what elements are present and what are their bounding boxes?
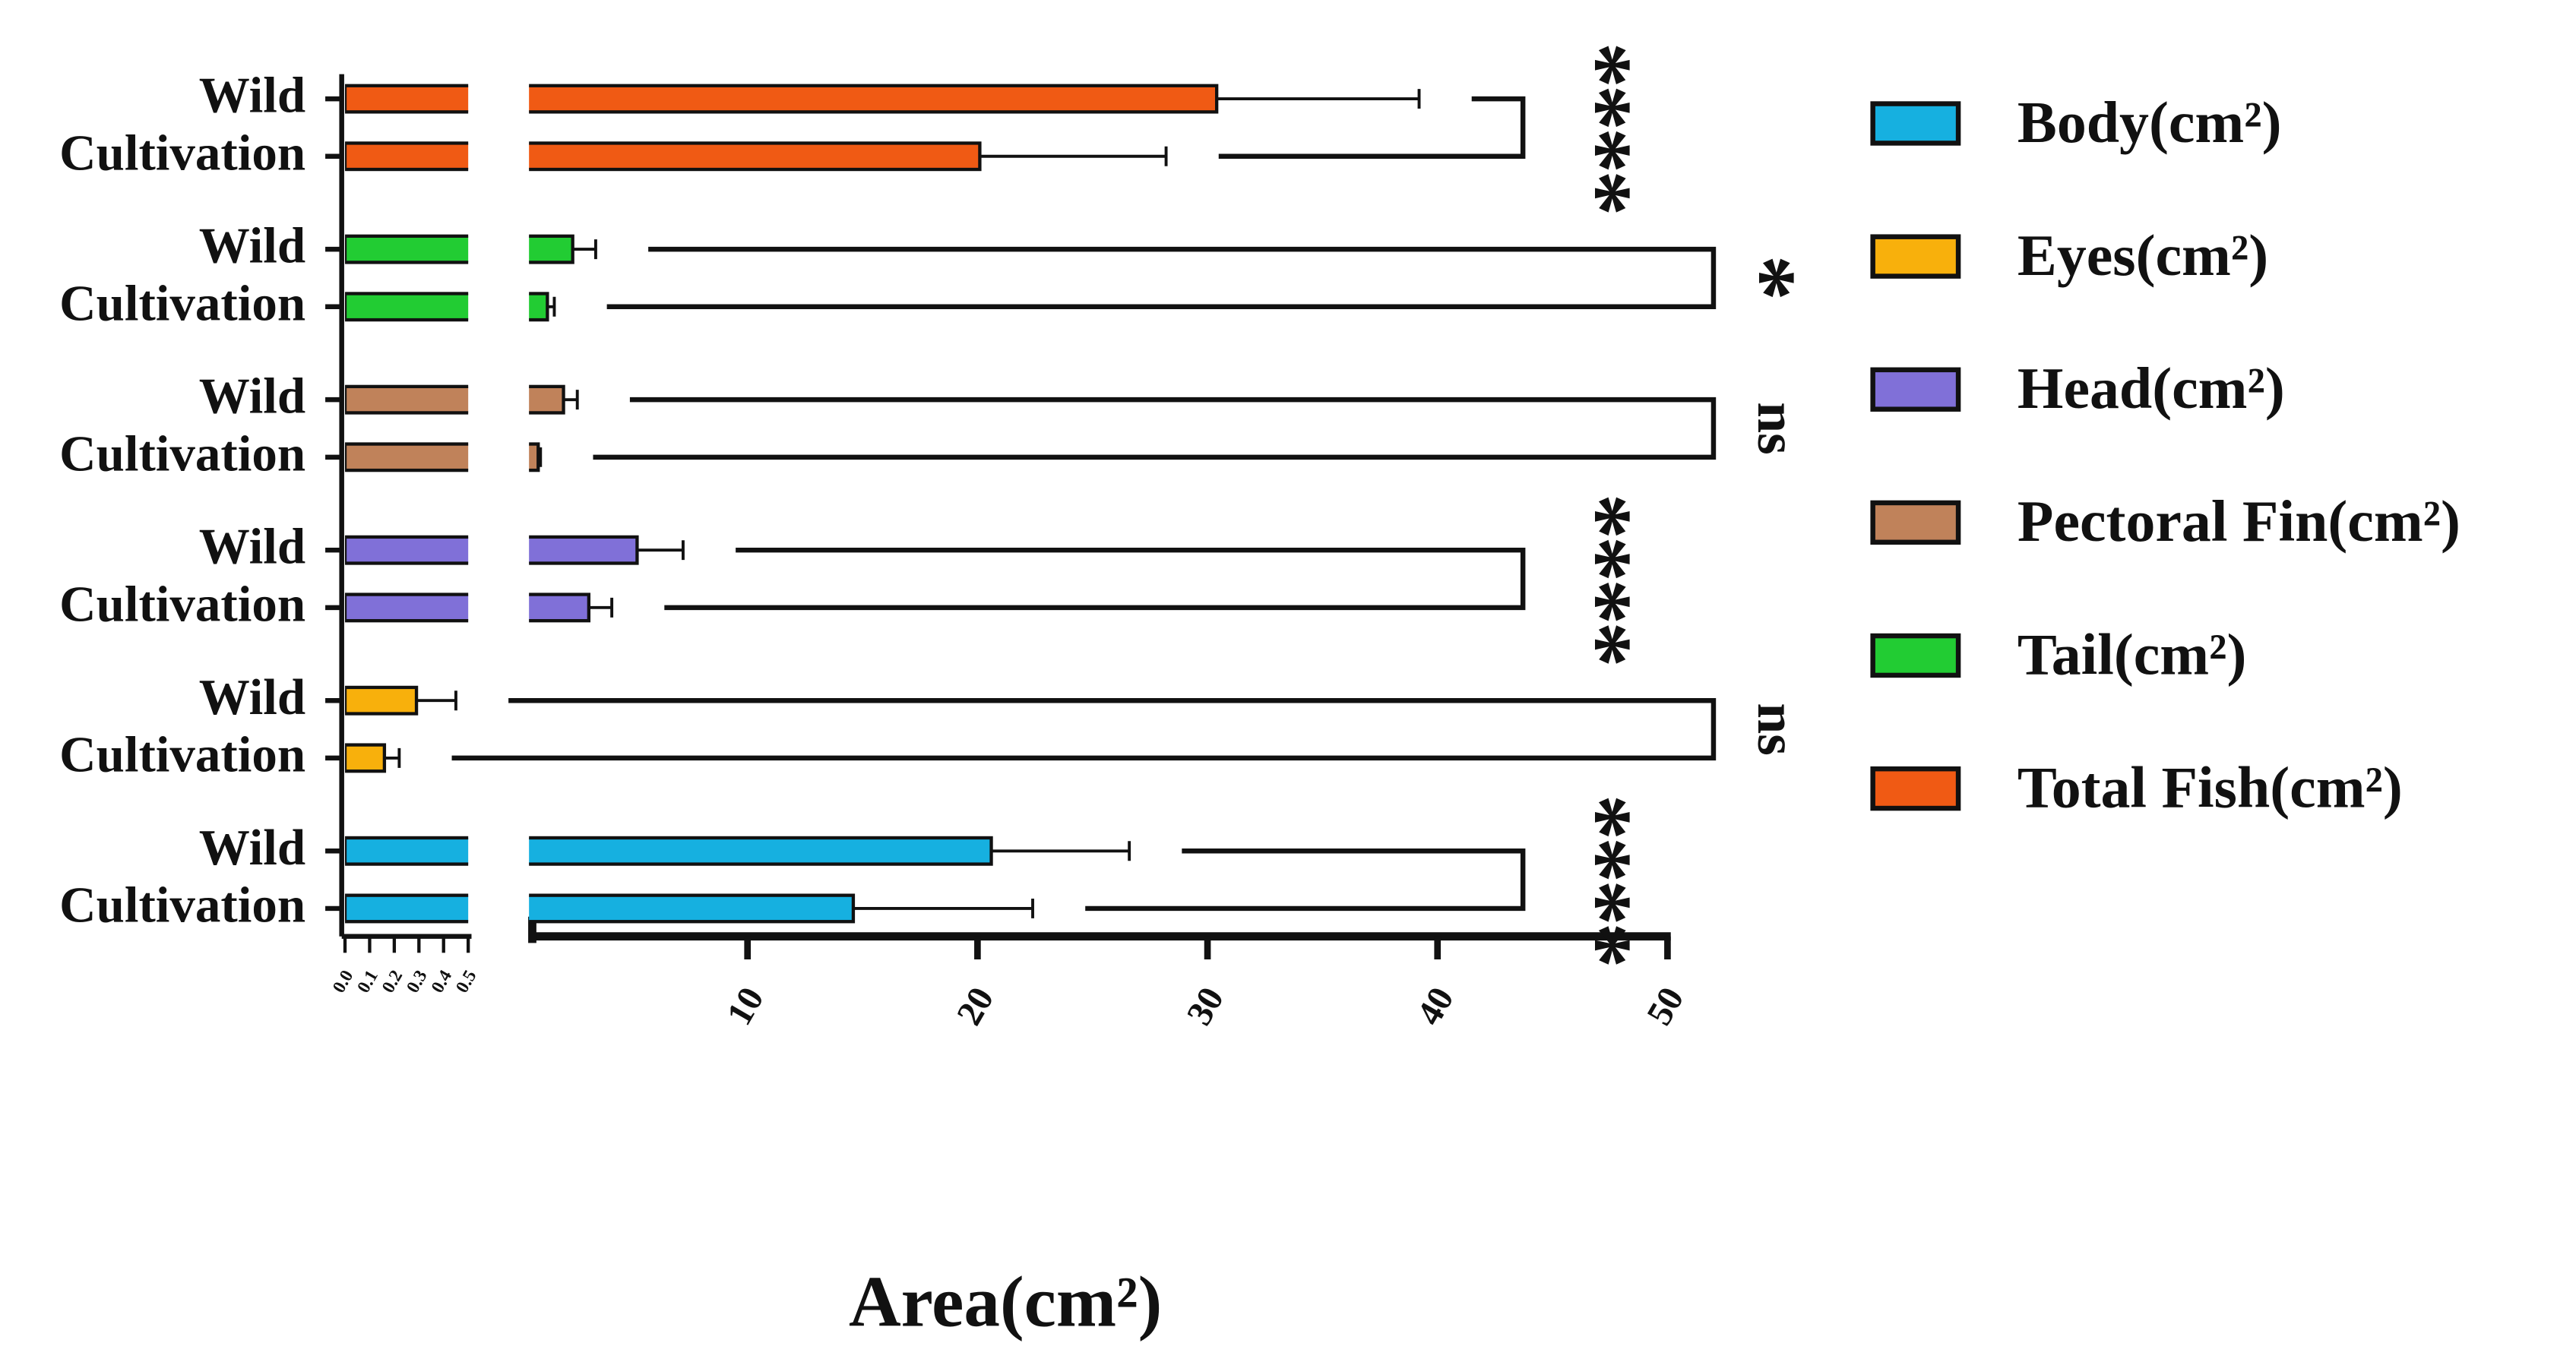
bar (529, 292, 549, 322)
bar (345, 535, 469, 565)
x-tick-label: 50 (1640, 981, 1692, 1032)
row-label: Wild (199, 68, 305, 124)
error-bar (979, 146, 1168, 166)
error-bar (853, 898, 1034, 918)
error-bar (547, 296, 556, 317)
row-label: Cultivation (59, 125, 305, 181)
bar (529, 141, 982, 172)
significance-bracket (664, 547, 1526, 611)
x-tick-label: 0.3 (403, 967, 431, 997)
bar (529, 893, 856, 924)
x-tick-label: 40 (1410, 981, 1462, 1032)
x-tick-label: 20 (950, 981, 1002, 1032)
bar (529, 384, 565, 415)
bar (529, 84, 1219, 114)
x-tick-label: 10 (720, 981, 772, 1032)
bar (529, 836, 993, 866)
row-label: Wild (199, 218, 305, 274)
x-tick-label: 0.0 (329, 967, 357, 997)
legend-label: Pectoral Fin(cm²) (2017, 488, 2460, 554)
row-label: Cultivation (59, 425, 305, 482)
legend-swatch (1870, 234, 1961, 279)
bar (345, 593, 469, 623)
error-bar (416, 690, 457, 711)
significance-label: ns (1746, 703, 1808, 755)
bar (529, 535, 639, 565)
bar (345, 743, 387, 773)
row-label: Wild (199, 368, 305, 425)
error-bar (637, 540, 685, 561)
row-label: Wild (199, 820, 305, 876)
bar (345, 292, 469, 322)
x-tick-label: 0.4 (428, 967, 456, 997)
bar (345, 384, 469, 415)
bar (345, 141, 469, 172)
error-bar (538, 447, 543, 467)
row-label: Wild (199, 519, 305, 575)
row-label: Cultivation (59, 275, 305, 331)
significance-label: * (1713, 255, 1815, 302)
bar (345, 84, 469, 114)
legend-swatch (1870, 633, 1961, 678)
legend-swatch (1870, 367, 1961, 412)
legend-label: Head(cm²) (2017, 356, 2285, 421)
legend-label: Body(cm²) (2017, 90, 2282, 155)
legend-swatch (1870, 500, 1961, 545)
x-tick-label: 0.1 (353, 967, 381, 997)
error-bar (563, 390, 579, 410)
bar (345, 442, 469, 472)
error-bar (991, 841, 1131, 861)
bar (529, 442, 540, 472)
significance-label: **** (1549, 795, 1650, 965)
x-tick-label: 0.5 (452, 967, 480, 997)
significance-bracket (1218, 96, 1526, 159)
significance-bracket (1085, 848, 1526, 912)
x-axis-label: Area(cm²) (849, 1261, 1162, 1341)
significance-label: **** (1549, 42, 1650, 213)
legend-swatch (1870, 101, 1961, 146)
error-bar (384, 747, 401, 768)
legend-label: Eyes(cm²) (2017, 223, 2268, 288)
bar (529, 234, 574, 264)
error-bar (588, 597, 614, 618)
legend-swatch (1870, 766, 1961, 811)
legend-label: Total Fish(cm²) (2017, 754, 2403, 820)
legend-label: Tail(cm²) (2017, 621, 2246, 687)
bar (345, 685, 419, 716)
x-tick-label: 0.2 (378, 967, 407, 997)
row-label: Wild (199, 669, 305, 725)
error-bar (572, 239, 597, 260)
significance-label: **** (1549, 494, 1650, 665)
bar (529, 593, 591, 623)
row-label: Cultivation (59, 576, 305, 632)
bar (345, 893, 469, 924)
significance-bracket (606, 246, 1717, 310)
bar (345, 234, 469, 264)
significance-bracket (593, 397, 1717, 460)
row-label: Cultivation (59, 726, 305, 782)
significance-label: ns (1746, 402, 1808, 454)
row-label: Cultivation (59, 877, 305, 933)
x-tick-label: 30 (1179, 981, 1232, 1032)
significance-bracket (451, 697, 1717, 761)
error-bar (1217, 89, 1421, 109)
bar (345, 836, 469, 866)
